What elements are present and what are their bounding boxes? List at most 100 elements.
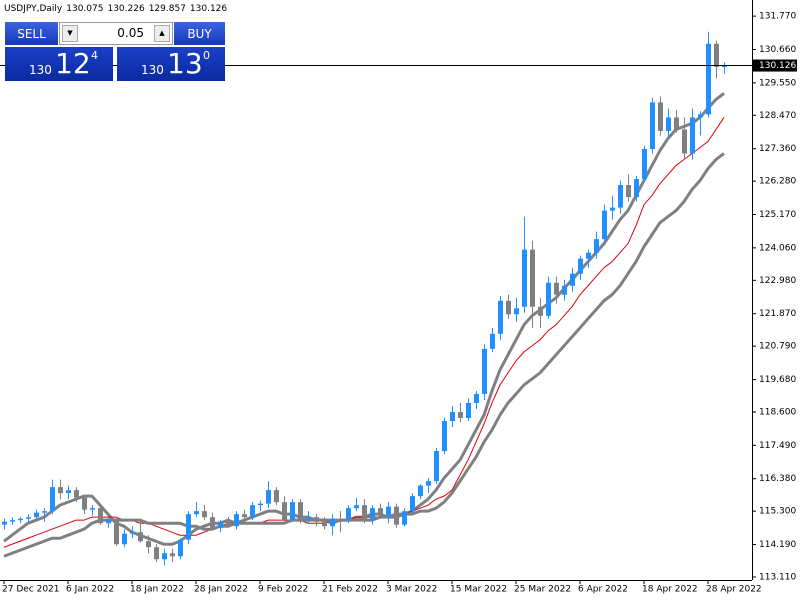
candle-body <box>402 511 407 525</box>
x-tick-label: 6 Jan 2022 <box>66 585 114 595</box>
y-tick-label: 127.360 <box>759 144 796 154</box>
candle-body <box>570 273 575 286</box>
ask-price[interactable]: 130 13 0 <box>117 47 225 81</box>
x-tick-label: 21 Feb 2022 <box>322 585 378 595</box>
candle-body <box>394 506 399 525</box>
x-tick-label: 6 Apr 2022 <box>578 585 628 595</box>
candle-body <box>202 511 207 518</box>
candle-body <box>130 532 135 534</box>
candle-body <box>18 518 23 521</box>
candle-body <box>666 117 671 131</box>
x-tick-label: 18 Apr 2022 <box>642 585 698 595</box>
lot-up[interactable]: ▲ <box>154 25 170 42</box>
candle-body <box>674 117 679 130</box>
ask-big: 130 <box>141 63 164 77</box>
buy-button[interactable]: BUY <box>174 22 225 45</box>
moving-average <box>3 92 725 546</box>
candle-body <box>314 517 319 522</box>
candle-body <box>250 505 255 518</box>
price-tag <box>753 59 797 72</box>
candle-body <box>194 511 199 515</box>
candle-body <box>162 553 167 560</box>
candle-body <box>650 102 655 149</box>
candle-body <box>498 300 503 334</box>
candle-body <box>58 487 63 494</box>
sell-button[interactable]: SELL <box>5 22 58 45</box>
y-tick-label: 115.300 <box>759 507 796 517</box>
candle-body <box>346 508 351 521</box>
candle-body <box>706 43 711 115</box>
candle-body <box>42 511 47 513</box>
candle-body <box>554 282 559 295</box>
lot-input[interactable]: ▼ 0.05 ▲ <box>59 22 173 45</box>
candle-body <box>258 503 263 506</box>
candle-body <box>426 481 431 486</box>
candle-body <box>642 148 647 180</box>
candle-body <box>514 308 519 315</box>
candle-body <box>114 520 119 545</box>
bid-price[interactable]: 130 12 4 <box>5 47 113 81</box>
bid-sup: 4 <box>91 49 98 62</box>
x-tick-label: 18 Jan 2022 <box>130 585 184 595</box>
price-tag-label: 130.126 <box>759 61 796 71</box>
candle-body <box>178 539 183 557</box>
ask-main: 13 <box>167 47 203 80</box>
lot-value: 0.05 <box>117 26 144 40</box>
y-tick-label: 130.660 <box>759 45 796 55</box>
y-tick-label: 116.380 <box>759 474 796 484</box>
ohlc-low: 129.857 <box>148 4 186 14</box>
bid-main: 12 <box>55 47 91 80</box>
y-tick-label: 114.190 <box>759 540 796 550</box>
candle-body <box>362 505 367 521</box>
candle-body <box>410 496 415 512</box>
candle-body <box>298 502 303 521</box>
candle-body <box>26 517 31 519</box>
candle-body <box>618 185 623 208</box>
candle-body <box>538 306 543 316</box>
candle-body <box>682 129 687 154</box>
candle-body <box>66 490 71 494</box>
candle-body <box>98 508 103 524</box>
candle-body <box>170 553 175 557</box>
x-tick-label: 28 Apr 2022 <box>706 585 762 595</box>
candle-body <box>2 521 7 525</box>
candle-body <box>274 490 279 503</box>
x-tick-label: 27 Dec 2021 <box>2 585 60 595</box>
candle-body <box>218 521 223 528</box>
candle-body <box>506 300 511 315</box>
lot-down[interactable]: ▼ <box>62 25 78 42</box>
candle-body <box>482 348 487 394</box>
candle-body <box>210 517 215 528</box>
candle-body <box>226 521 231 527</box>
candle-body <box>466 402 471 418</box>
candle-body <box>10 520 15 522</box>
y-tick-label: 125.170 <box>759 210 796 220</box>
candle-body <box>90 508 95 510</box>
symbol: USDJPY,Daily <box>4 4 63 14</box>
candle-body <box>458 411 463 418</box>
candle-body <box>602 210 607 240</box>
candle-body <box>722 65 727 68</box>
x-tick-label: 3 Mar 2022 <box>386 585 437 595</box>
candle-body <box>450 411 455 421</box>
y-tick-label: 118.600 <box>759 407 796 417</box>
candle-body <box>186 514 191 540</box>
chart-header: USDJPY,Daily 130.075 130.226 129.857 130.126 <box>4 4 231 14</box>
candle-body <box>242 514 247 518</box>
y-tick-label: 124.060 <box>759 243 796 253</box>
candle-body <box>290 502 295 521</box>
candle-body <box>546 282 551 316</box>
candle-body <box>82 497 87 510</box>
candle-body <box>386 506 391 516</box>
candle-body <box>322 521 327 527</box>
candle-body <box>634 179 639 198</box>
candle-body <box>338 518 343 521</box>
x-tick-label: 25 Mar 2022 <box>514 585 571 595</box>
candle-body <box>578 258 583 274</box>
ohlc-open: 130.075 <box>66 4 104 14</box>
moving-average <box>3 152 725 558</box>
candle-body <box>530 249 535 307</box>
candle-body <box>34 512 39 518</box>
x-tick-label: 15 Mar 2022 <box>450 585 507 595</box>
